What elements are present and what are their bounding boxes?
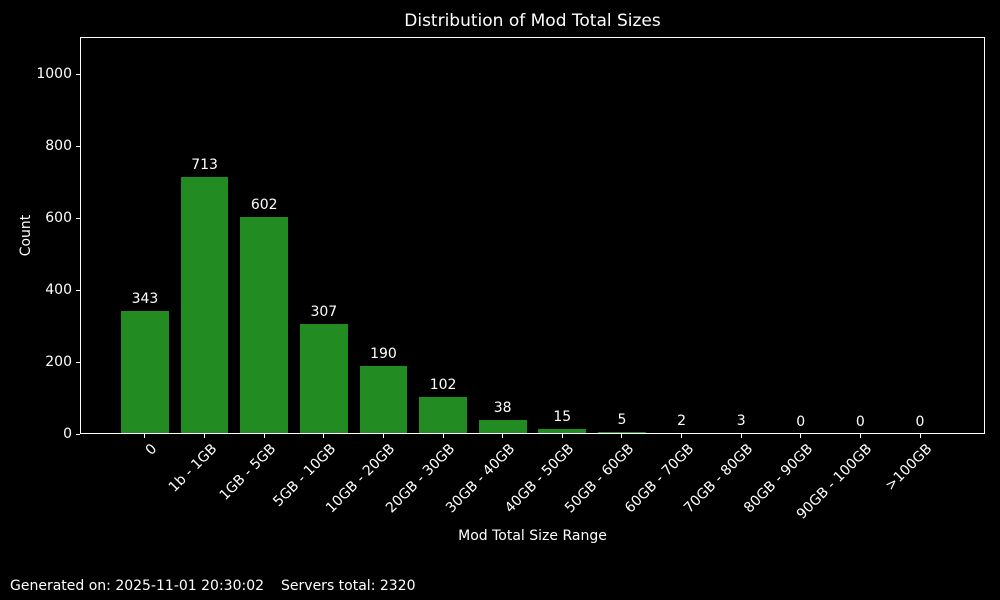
bar: [657, 433, 706, 434]
bar: [717, 432, 765, 434]
bar-value-label: 0: [915, 414, 925, 430]
bar: [299, 323, 348, 434]
x-tick-label: 1GB - 5GB: [216, 441, 280, 504]
bar: [598, 432, 646, 434]
bar-value-label: 713: [191, 157, 218, 174]
x-tick-mark: [502, 434, 504, 438]
x-tick-mark: [919, 434, 921, 438]
bar-value-label: 0: [796, 414, 806, 430]
x-tick-label: 1b - 1GB: [165, 441, 220, 496]
x-tick-mark: [740, 434, 742, 438]
bar-value-label: 38: [493, 400, 512, 417]
y-tick-mark: [76, 361, 80, 363]
x-axis-title: Mod Total Size Range: [458, 528, 607, 544]
x-tick-label: >100GB: [882, 441, 936, 494]
bar: [180, 177, 229, 434]
plot-area: 343 713 602 307 190 102 38 15 5 2 3 0 0 0: [80, 37, 985, 434]
bar: [478, 420, 527, 434]
footer: Generated on: 2025-11-01 20:30:02 Server…: [10, 578, 416, 594]
y-tick-label: 0: [63, 426, 72, 442]
bar-value-label: 3: [736, 412, 746, 429]
bar: [240, 217, 289, 434]
x-tick-mark: [263, 434, 265, 438]
x-tick-mark: [681, 434, 683, 438]
y-tick-mark: [76, 433, 80, 435]
servers-total: Servers total: 2320: [281, 578, 416, 594]
x-tick-label: 0: [142, 441, 161, 459]
y-tick-mark: [76, 73, 80, 75]
x-tick-mark: [800, 434, 802, 438]
y-tick-mark: [76, 145, 80, 147]
x-tick-mark: [859, 434, 861, 438]
bar-value-label: 5: [617, 412, 627, 429]
y-tick-mark: [76, 289, 80, 291]
bar: [419, 397, 467, 434]
x-tick-mark: [382, 434, 384, 438]
y-tick-label: 800: [45, 138, 72, 155]
y-tick-label: 200: [45, 354, 72, 370]
generated-timestamp: Generated on: 2025-11-01 20:30:02: [10, 578, 265, 594]
bar: [538, 428, 587, 434]
x-tick-mark: [442, 434, 444, 438]
y-tick-label: 400: [45, 282, 72, 299]
x-tick-mark: [561, 434, 563, 438]
y-axis-title: Count: [18, 214, 34, 257]
bar: [359, 365, 408, 434]
bar-value-label: 102: [429, 377, 457, 394]
chart-title: Distribution of Mod Total Sizes: [404, 11, 661, 31]
bar-value-label: 343: [131, 290, 159, 307]
bar-value-label: 307: [310, 303, 338, 320]
bar-value-label: 190: [370, 345, 397, 362]
bar-value-label: 15: [553, 408, 572, 425]
x-tick-mark: [144, 434, 146, 438]
bar-value-label: 2: [677, 413, 686, 430]
y-tick-mark: [76, 217, 80, 219]
bar: [121, 310, 169, 434]
x-tick-mark: [621, 434, 623, 438]
x-tick-mark: [323, 434, 325, 438]
x-tick-mark: [204, 434, 206, 438]
bar-value-label: 0: [855, 414, 865, 430]
y-tick-label: 1000: [36, 66, 72, 83]
y-tick-label: 600: [45, 210, 72, 227]
bar-value-label: 602: [250, 197, 278, 214]
